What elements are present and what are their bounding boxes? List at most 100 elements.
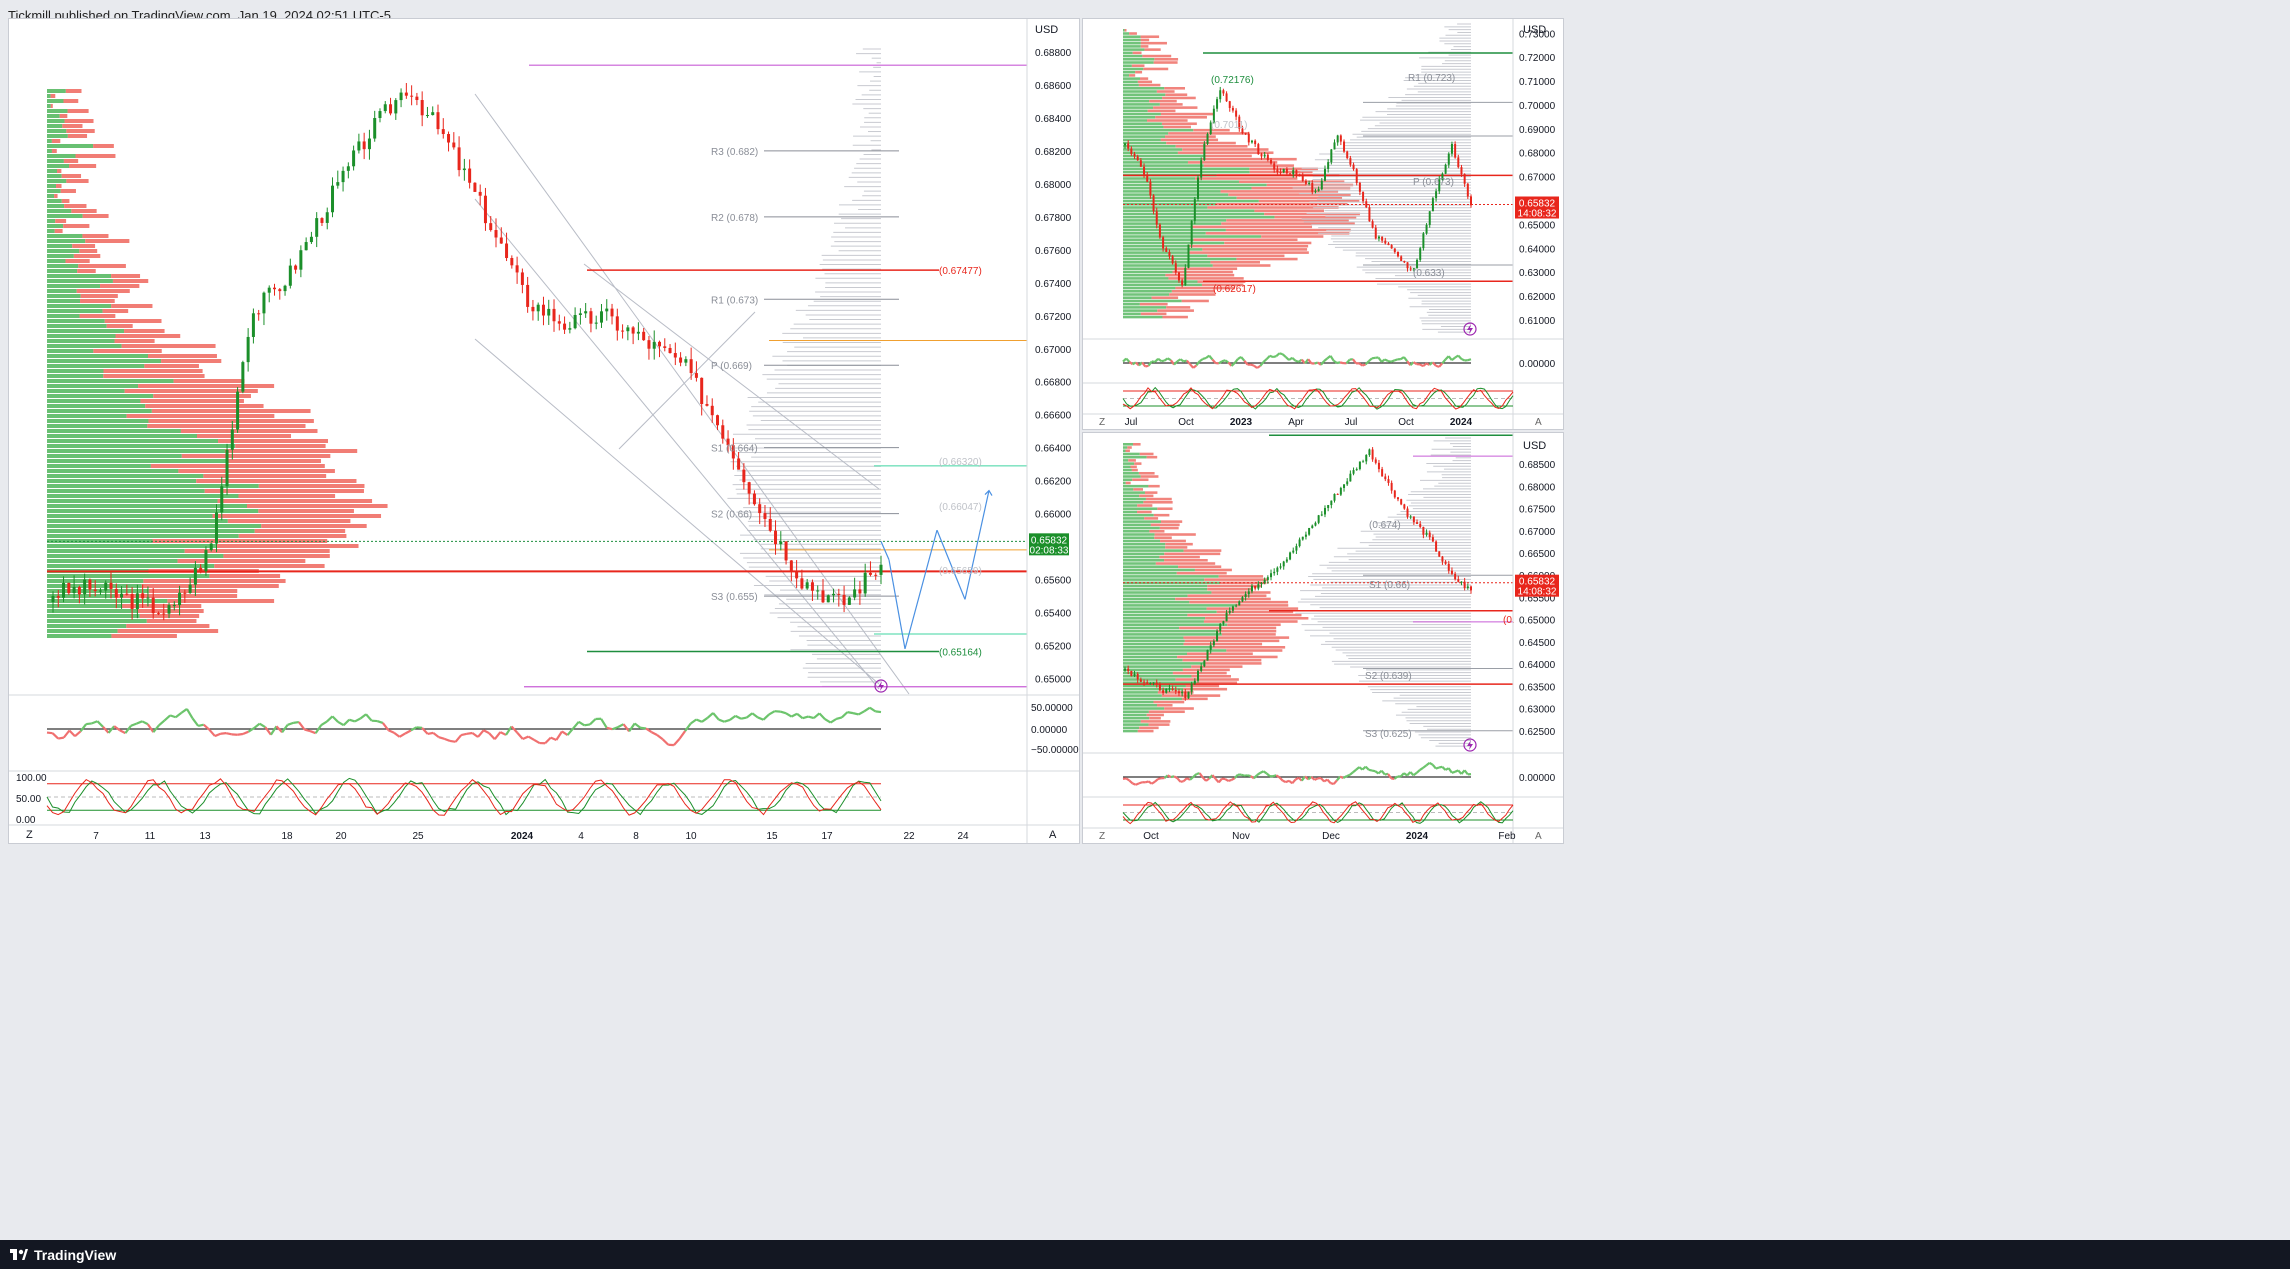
level-label: (0.7011) xyxy=(1211,120,1248,131)
price-tick: 0.65500 xyxy=(1519,593,1556,604)
candle-body xyxy=(1431,198,1434,212)
osc-line xyxy=(533,738,541,745)
osc-line xyxy=(1422,764,1427,769)
candle-body xyxy=(1330,500,1333,506)
daily-chart[interactable]: S1 (0.66)S2 (0.639)S3 (0.625)(0.674)(0. … xyxy=(1083,433,1563,843)
price-tick: 0.65000 xyxy=(1035,675,1072,686)
candle-body xyxy=(1470,196,1472,206)
tradingview-logo[interactable]: TradingView xyxy=(10,1247,116,1263)
candle-body xyxy=(1406,262,1409,269)
auto-scale-button[interactable]: A xyxy=(1535,831,1542,842)
candle-body xyxy=(710,405,714,416)
profile-bar-up xyxy=(47,264,79,268)
candle-body xyxy=(1184,691,1187,699)
candle-body xyxy=(336,182,340,186)
profile-bar-up xyxy=(1123,604,1236,607)
candle-body xyxy=(1409,516,1412,518)
osc-line xyxy=(1170,775,1175,779)
profile-bar-down xyxy=(1176,571,1227,575)
candle-body xyxy=(1190,683,1193,692)
candles xyxy=(51,83,883,621)
profile-bar-down xyxy=(1142,54,1172,58)
osc-line xyxy=(1384,358,1389,363)
last-price-badge: 0.65832 14:08:32 xyxy=(1515,196,1559,220)
auto-scale-button[interactable]: A xyxy=(1049,829,1057,841)
auto-scale-button[interactable]: A xyxy=(1535,417,1542,428)
profile-bar-up xyxy=(1123,523,1151,527)
osc-line xyxy=(1243,359,1249,366)
candle-body xyxy=(1295,170,1298,175)
candle-body xyxy=(1292,170,1295,175)
candle-body xyxy=(631,327,635,334)
osc-line xyxy=(768,710,776,716)
candle-body xyxy=(1209,122,1212,135)
osc-line xyxy=(1224,359,1229,364)
candle-body xyxy=(1317,515,1320,523)
candle-body xyxy=(1136,156,1139,161)
osc-line xyxy=(1179,358,1185,363)
profile-bar-down xyxy=(1193,238,1298,242)
osc-line xyxy=(220,732,227,735)
profile-bar-up xyxy=(1123,277,1169,280)
candle-body xyxy=(220,486,224,513)
price-tick: 0.68200 xyxy=(1035,147,1072,158)
osc-line xyxy=(1157,357,1162,363)
level-lines xyxy=(47,64,1027,688)
profile-bar-up xyxy=(47,249,80,253)
profile-bar-down xyxy=(1151,296,1179,300)
pivot-label: S2 (0.66) xyxy=(711,510,752,521)
profile-bar-down xyxy=(1182,658,1262,662)
osc-line xyxy=(46,731,53,735)
profile-bar-down xyxy=(238,534,347,538)
timezone-button[interactable]: Z xyxy=(1099,417,1105,428)
osc-line xyxy=(1384,772,1389,776)
profile-bar-up xyxy=(47,254,74,258)
last-price-value: 0.65832 xyxy=(1031,535,1068,546)
candle-body xyxy=(1304,534,1307,537)
profile-bar-down xyxy=(1135,70,1143,74)
profile-bar-down xyxy=(1166,141,1236,145)
profile-bar-up xyxy=(1123,613,1188,617)
profile-bar-down xyxy=(1238,180,1345,184)
profile-bar-down xyxy=(1191,675,1231,678)
candle-body xyxy=(1279,566,1282,568)
osc-line xyxy=(1151,780,1156,785)
candle-body xyxy=(1301,175,1304,181)
osc-line xyxy=(1208,354,1214,361)
profile-bar-up xyxy=(1123,723,1149,726)
osc-line xyxy=(1259,770,1264,774)
profile-bar-down xyxy=(1207,206,1339,209)
profile-bar-up xyxy=(1123,555,1160,559)
profile-bar-up xyxy=(1123,128,1194,132)
profile-bar-up xyxy=(47,109,68,113)
osc-tick: 50.00000 xyxy=(1031,703,1073,714)
osc-line xyxy=(449,739,456,743)
profile-bar-down xyxy=(75,154,116,158)
candle-body xyxy=(1244,133,1247,135)
time-tick: 17 xyxy=(821,831,833,842)
osc-line xyxy=(1227,361,1233,367)
weekly-chart[interactable]: (0.72176) (0.62617) (0.7011) P (0.673) (0.63… xyxy=(1083,19,1563,429)
osc-line xyxy=(1202,356,1207,361)
main-chart[interactable]: R3 (0.682) R2 (0.678) R1 (0.673) P (0.669) S… xyxy=(9,19,1079,843)
timezone-button[interactable]: Z xyxy=(26,829,33,841)
last-price-badge: 0.65832 02:08:33 xyxy=(1029,533,1069,556)
time-tick: 10 xyxy=(685,831,697,842)
profile-bar-up xyxy=(1123,642,1184,646)
osc-line xyxy=(1288,356,1293,361)
profile-bar-down xyxy=(1153,61,1178,64)
osc-line xyxy=(796,712,804,720)
osc-line xyxy=(1310,776,1316,781)
osc-line xyxy=(314,724,323,734)
profile-bar-up xyxy=(1123,536,1155,540)
profile-bar-down xyxy=(246,504,388,508)
osc-line xyxy=(242,730,249,736)
profile-bar-up xyxy=(1123,312,1141,316)
profile-bar-down xyxy=(1221,222,1355,225)
profile-bar-up xyxy=(47,394,154,398)
candle-body xyxy=(1352,470,1355,474)
profile-bar-down xyxy=(93,144,114,148)
timezone-button[interactable]: Z xyxy=(1099,831,1105,842)
profile-bar-up xyxy=(1123,106,1154,109)
price-tick: 0.63500 xyxy=(1519,682,1556,693)
